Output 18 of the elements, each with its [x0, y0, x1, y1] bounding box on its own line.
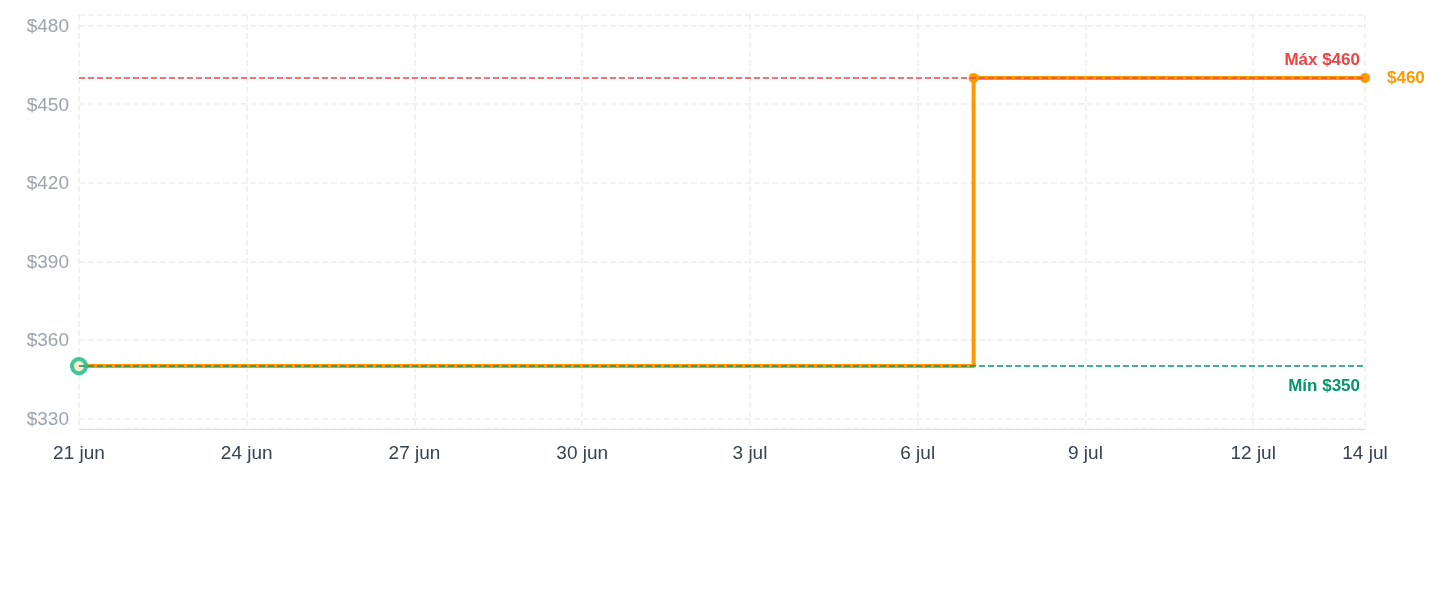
- x-tick-label: 27 jun: [388, 442, 441, 463]
- x-tick-label: 9 jul: [1068, 442, 1103, 463]
- y-tick-label: $390: [26, 250, 69, 272]
- annotation: $460: [1387, 68, 1425, 88]
- x-tick-label: 3 jul: [732, 442, 768, 463]
- y-tick-label: $480: [26, 14, 69, 36]
- x-tick-label: 30 jun: [556, 442, 609, 463]
- y-tick-label: $450: [26, 93, 69, 115]
- x-tick-label: 6 jul: [900, 442, 936, 463]
- y-tick-label: $360: [26, 329, 69, 351]
- ref-line-label: Mín $350: [1288, 376, 1360, 396]
- x-tick-label: 21 jun: [53, 442, 105, 463]
- x-tick-label: 14 jul: [1342, 442, 1388, 463]
- y-tick-label: $330: [26, 408, 69, 430]
- x-tick-label: 24 jun: [220, 442, 273, 463]
- x-tick-label: 12 jul: [1230, 442, 1276, 463]
- y-tick-label: $420: [26, 172, 69, 194]
- ref-line-label: Máx $460: [1284, 49, 1360, 69]
